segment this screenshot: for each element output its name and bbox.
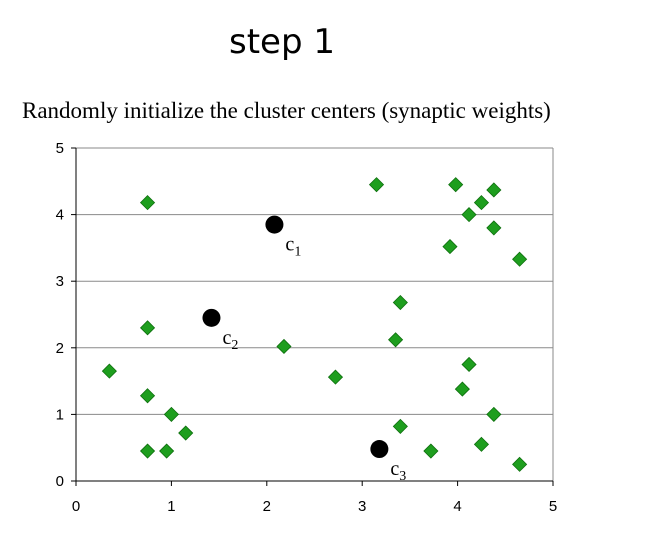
- data-point-26: [512, 456, 528, 472]
- y-tick-label-4: 4: [56, 207, 64, 224]
- axes: [71, 147, 554, 486]
- y-tick-label-0: 0: [56, 473, 64, 490]
- x-tick-label-3: 3: [358, 498, 366, 515]
- data-point-21: [473, 436, 490, 452]
- cluster-center-subscript-2: 2: [231, 338, 238, 353]
- data-point-22: [486, 182, 502, 198]
- cluster-center-subscript-1: 1: [294, 245, 301, 260]
- data-point-1: [139, 195, 156, 211]
- cluster-center-label-c2: c2: [222, 327, 238, 353]
- data-point-15: [442, 239, 458, 255]
- x-tick-label-5: 5: [549, 498, 557, 515]
- x-tick-label-2: 2: [263, 498, 271, 515]
- cluster-center-c3: [370, 440, 389, 459]
- data-point-14: [423, 443, 439, 459]
- cluster-center-c1: [265, 215, 284, 234]
- y-tick-label-2: 2: [56, 340, 64, 357]
- y-tick-label-5: 5: [56, 140, 64, 157]
- data-point-4: [139, 443, 156, 459]
- data-point-3: [139, 388, 156, 404]
- data-point-0: [101, 363, 117, 379]
- data-points: [101, 177, 528, 472]
- data-point-2: [139, 320, 156, 336]
- data-point-20: [473, 195, 490, 211]
- cluster-center-c2: [202, 308, 221, 327]
- y-tick-label-1: 1: [56, 406, 64, 423]
- data-point-25: [512, 251, 528, 267]
- data-point-8: [276, 338, 292, 355]
- data-point-9: [327, 369, 344, 385]
- cluster-center-subscript-3: 3: [399, 469, 406, 484]
- data-point-19: [461, 207, 477, 223]
- data-point-13: [392, 418, 408, 434]
- data-point-7: [178, 425, 194, 441]
- data-point-10: [368, 177, 385, 193]
- data-point-23: [486, 220, 502, 236]
- data-point-12: [392, 294, 408, 311]
- x-tick-label-1: 1: [167, 498, 175, 515]
- data-point-16: [448, 177, 464, 193]
- x-tick-label-0: 0: [72, 498, 80, 515]
- data-point-6: [163, 406, 179, 422]
- x-tick-label-4: 4: [453, 498, 461, 515]
- data-point-17: [454, 381, 470, 397]
- chart-title: step 1: [229, 22, 335, 62]
- data-point-18: [461, 356, 477, 373]
- cluster-center-label-c3: c3: [390, 458, 406, 484]
- data-point-11: [388, 332, 404, 348]
- chart-subtitle: Randomly initialize the cluster centers …: [22, 98, 551, 123]
- y-tick-label-3: 3: [56, 273, 64, 290]
- cluster-center-label-c1: c1: [285, 234, 301, 260]
- cluster-centers: c1 c2 c3: [202, 215, 406, 484]
- data-point-24: [486, 406, 502, 422]
- data-point-5: [159, 443, 175, 459]
- tick-labels: 0 1 2 3 4 5 0 1 2 3 4 5: [56, 140, 558, 515]
